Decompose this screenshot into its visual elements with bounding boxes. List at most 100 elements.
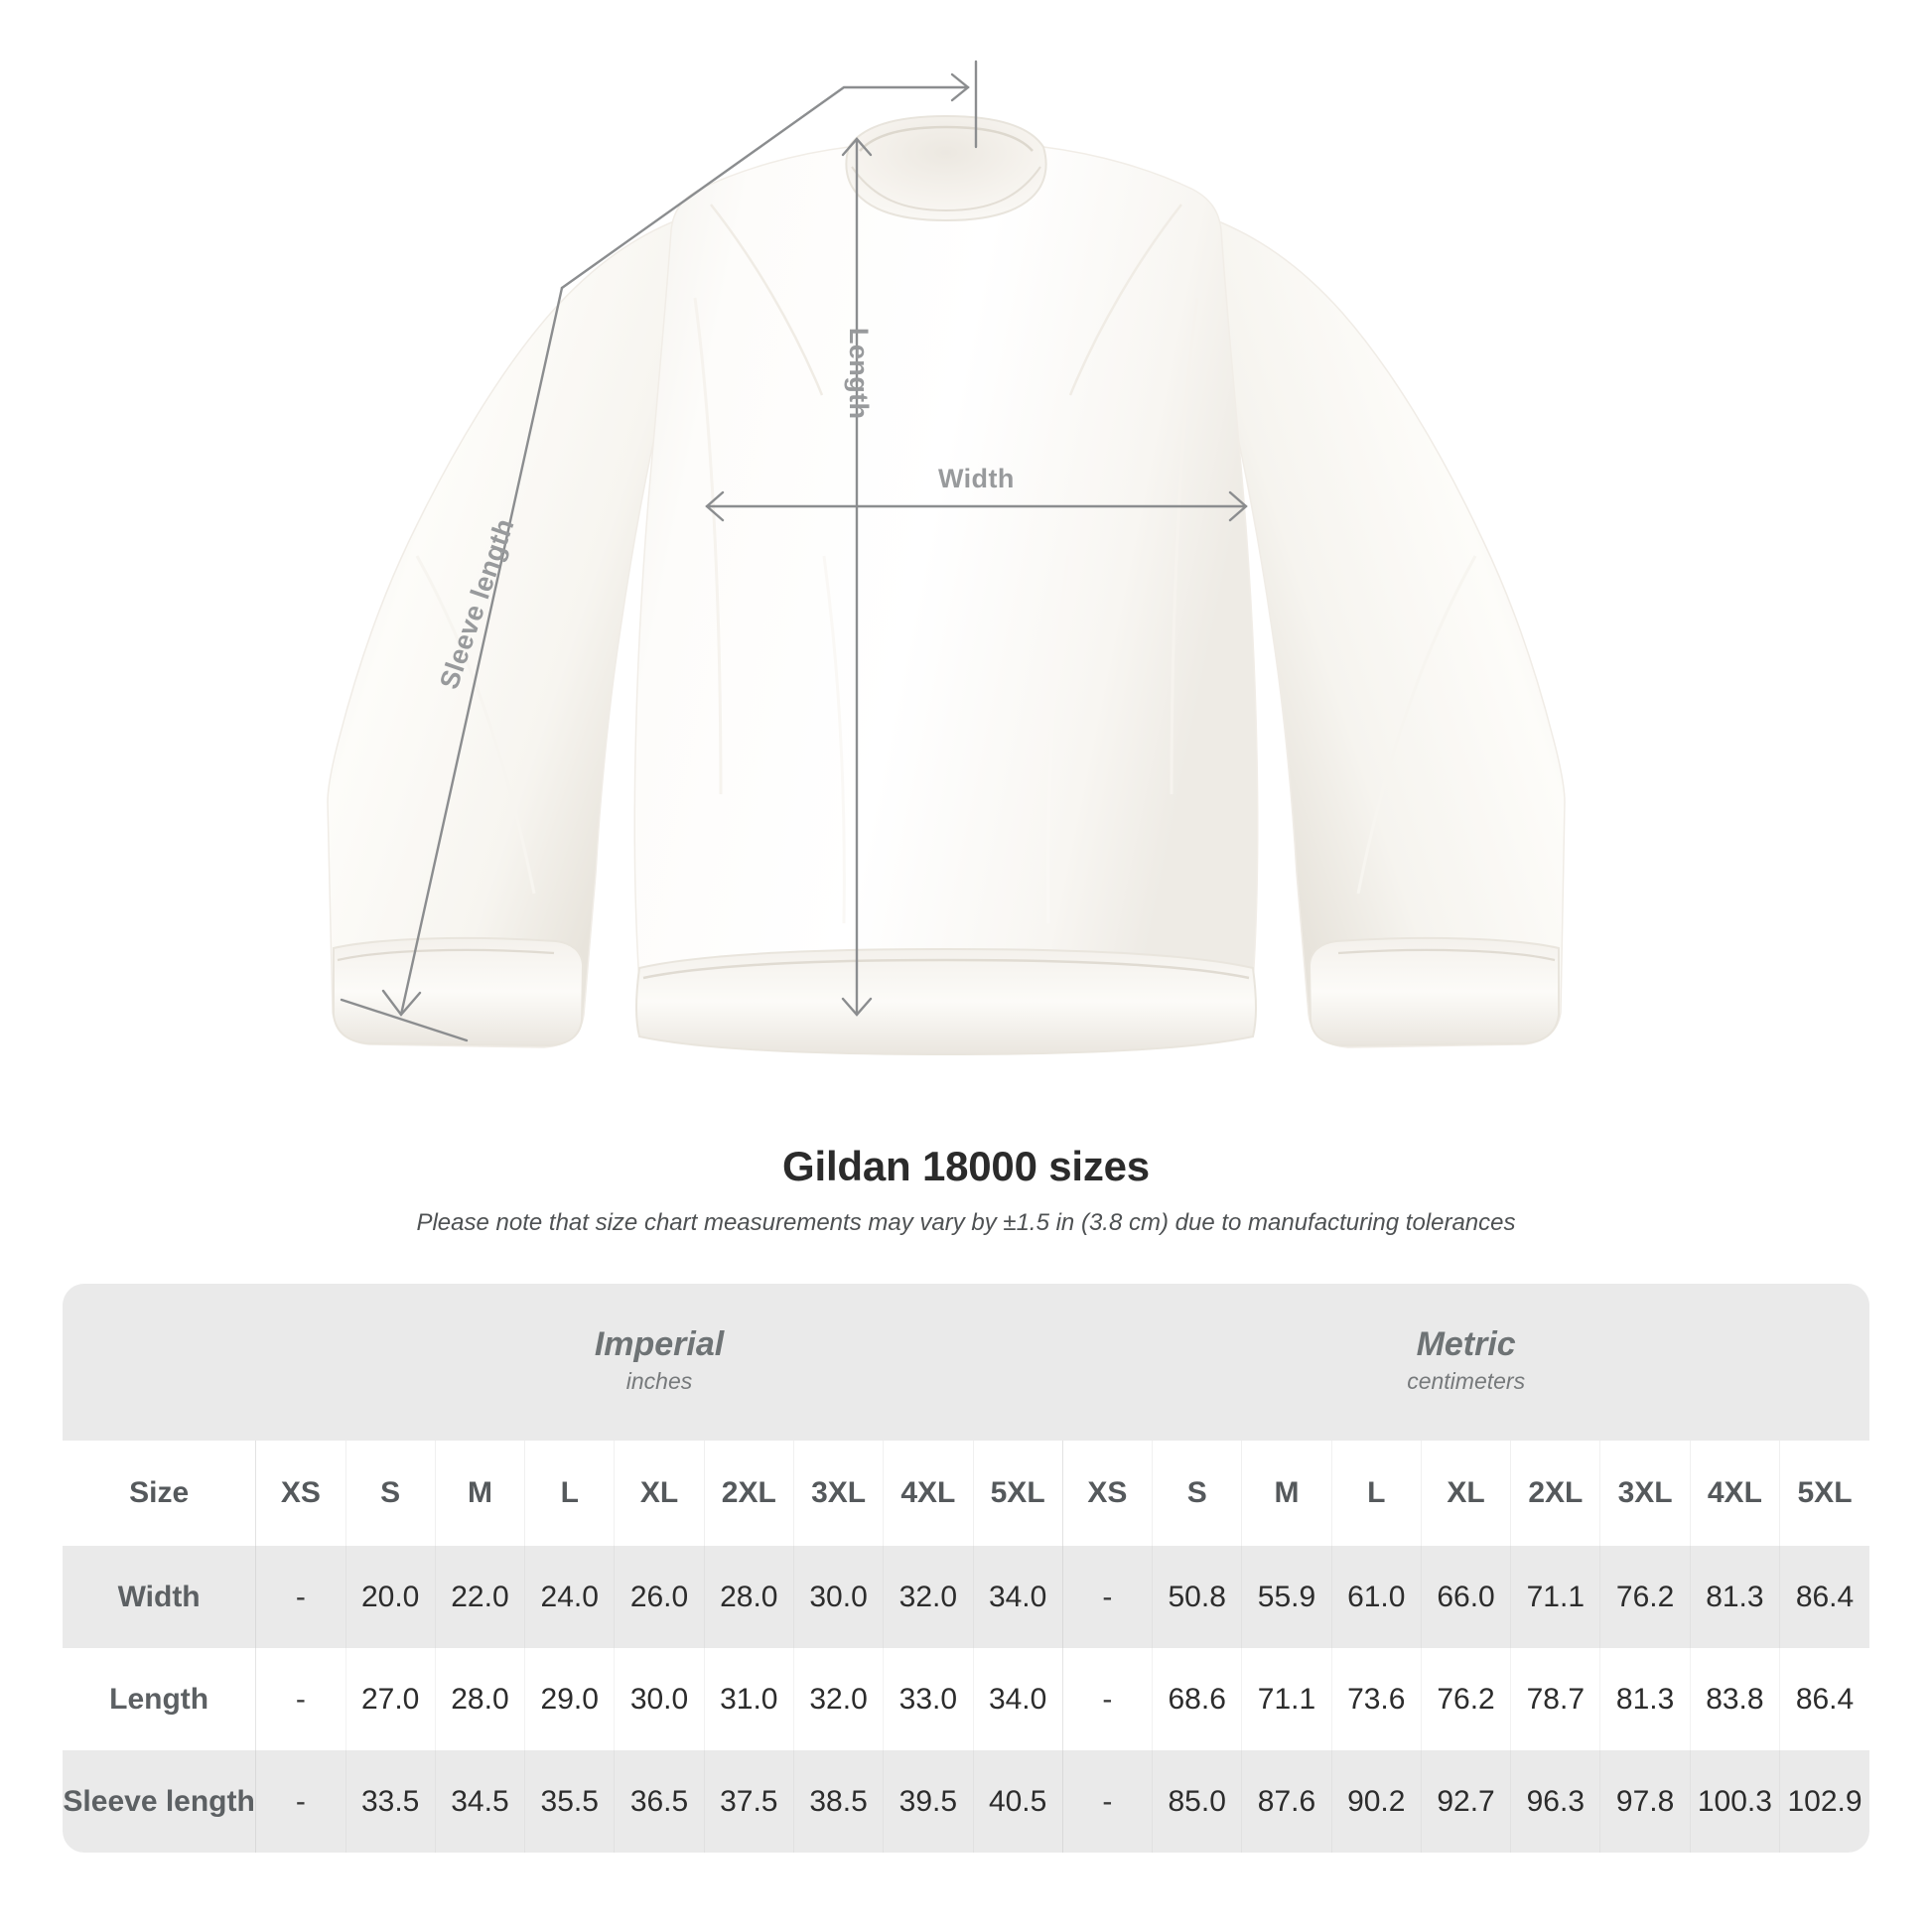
width-dimension-label: Width: [938, 464, 1015, 493]
table-row: Sleeve length -33.5 34.5 35.5 36.5 37.5 38.5 39…: [63, 1750, 1869, 1853]
sleeve-bottom-tick: [340, 998, 469, 1042]
cell-imperial-m: 34.5: [435, 1750, 525, 1853]
unit-group-imperial: Imperial inches: [255, 1284, 1063, 1441]
size-header-imperial-l: L: [524, 1441, 615, 1546]
unit-spacer-cell: [63, 1284, 256, 1441]
page-title: Gildan 18000 sizes: [782, 1143, 1150, 1189]
table-row: Width -20.0 22.0 24.0 26.0 28.0 30.0 32.0 34.0-5…: [63, 1546, 1869, 1648]
size-header-metric-3xl: 3XL: [1599, 1441, 1691, 1546]
length-dimension-label: Length: [844, 328, 874, 420]
cell-metric-m: 55.9: [1241, 1546, 1332, 1648]
size-chart-table: Imperial inches Metric centimeters Size X…: [63, 1284, 1869, 1853]
cell-metric-4xl: 83.8: [1689, 1648, 1780, 1750]
length-arrow-top: [841, 137, 873, 157]
cell-imperial-xs: -: [255, 1648, 346, 1750]
cell-metric-xl: 92.7: [1421, 1750, 1511, 1853]
cell-imperial-xl: 30.0: [614, 1648, 705, 1750]
cell-metric-3xl: 97.8: [1599, 1750, 1691, 1853]
size-header-imperial-m: M: [434, 1441, 525, 1546]
cell-metric-m: 87.6: [1241, 1750, 1332, 1853]
cell-imperial-2xl: 28.0: [704, 1546, 794, 1648]
sleeve-top-leader: [560, 85, 970, 290]
size-header-metric-5xl: 5XL: [1779, 1441, 1869, 1546]
unit-group-metric-sub: centimeters: [1407, 1368, 1526, 1395]
size-header-imperial-4xl: 4XL: [883, 1441, 973, 1546]
size-header-metric-xl: XL: [1420, 1441, 1511, 1546]
cell-metric-5xl: 86.4: [1779, 1648, 1869, 1750]
cell-metric-4xl: 100.3: [1690, 1750, 1780, 1853]
sleeve-arrow-top: [950, 72, 970, 102]
cell-imperial-4xl: 39.5: [883, 1750, 973, 1853]
row-label-length: Length: [63, 1648, 256, 1750]
cell-metric-s: 50.8: [1152, 1546, 1242, 1648]
cell-metric-5xl: 86.4: [1779, 1546, 1869, 1648]
cell-imperial-m: 22.0: [435, 1546, 525, 1648]
cell-imperial-s: 27.0: [345, 1648, 436, 1750]
size-header-metric-2xl: 2XL: [1510, 1441, 1600, 1546]
cell-imperial-5xl: 40.5: [973, 1750, 1063, 1853]
cell-metric-m: 71.1: [1241, 1648, 1332, 1750]
cell-metric-xl: 66.0: [1421, 1546, 1511, 1648]
row-label-width: Width: [63, 1546, 256, 1648]
size-header-metric-xs: XS: [1061, 1441, 1153, 1546]
cell-metric-l: 61.0: [1331, 1546, 1422, 1648]
length-arrow-bottom: [841, 997, 873, 1017]
unit-system-header-row: Imperial inches Metric centimeters: [63, 1284, 1869, 1441]
size-column-header: Size: [63, 1441, 256, 1546]
cell-metric-l: 90.2: [1331, 1750, 1422, 1853]
cell-metric-s: 85.0: [1152, 1750, 1242, 1853]
unit-group-metric: Metric centimeters: [1062, 1284, 1869, 1441]
size-header-imperial-s: S: [345, 1441, 436, 1546]
cell-imperial-3xl: 30.0: [793, 1546, 884, 1648]
size-header-metric-s: S: [1152, 1441, 1242, 1546]
row-label-sleeve-length: Sleeve length: [63, 1750, 256, 1853]
size-header-imperial-3xl: 3XL: [792, 1441, 884, 1546]
cell-imperial-s: 33.5: [345, 1750, 436, 1853]
size-header-imperial-xl: XL: [614, 1441, 705, 1546]
width-arrow-left: [705, 490, 725, 522]
cell-imperial-xl: 26.0: [614, 1546, 705, 1648]
table-row: Length -27.0 28.0 29.0 30.0 31.0 32.0 33.0 34.0-…: [63, 1648, 1869, 1750]
size-chart-table-container: Imperial inches Metric centimeters Size X…: [63, 1284, 1869, 1853]
cell-imperial-2xl: 37.5: [704, 1750, 794, 1853]
cell-imperial-l: 29.0: [524, 1648, 615, 1750]
cell-metric-2xl: 78.7: [1510, 1648, 1600, 1750]
width-arrow-right: [1228, 490, 1248, 522]
size-header-metric-4xl: 4XL: [1689, 1441, 1780, 1546]
cell-metric-5xl: 102.9: [1779, 1750, 1869, 1853]
unit-group-metric-name: Metric: [1416, 1325, 1516, 1364]
tolerance-note: Please note that size chart measurements…: [416, 1209, 1516, 1237]
unit-group-imperial-sub: inches: [625, 1368, 693, 1395]
cell-metric-s: 68.6: [1152, 1648, 1242, 1750]
cell-metric-xs: -: [1061, 1648, 1153, 1750]
size-header-metric-m: M: [1241, 1441, 1332, 1546]
cell-imperial-3xl: 32.0: [792, 1648, 884, 1750]
cell-metric-xl: 76.2: [1420, 1648, 1511, 1750]
size-header-row: Size XS S M L XL 2XL 3XL 4XL 5XL XS S M L XL 2XL 3XL 4XL 5…: [63, 1441, 1869, 1546]
cell-imperial-5xl: 34.0: [973, 1546, 1063, 1648]
size-header-imperial-xs: XS: [255, 1441, 346, 1546]
cell-imperial-3xl: 38.5: [793, 1750, 884, 1853]
cell-imperial-l: 24.0: [524, 1546, 615, 1648]
cell-imperial-2xl: 31.0: [703, 1648, 794, 1750]
sleeve-arrow-bottom: [381, 989, 422, 1017]
cell-imperial-xl: 36.5: [614, 1750, 705, 1853]
size-header-imperial-5xl: 5XL: [972, 1441, 1063, 1546]
cell-imperial-l: 35.5: [524, 1750, 615, 1853]
cell-metric-3xl: 81.3: [1599, 1648, 1691, 1750]
unit-group-imperial-name: Imperial: [594, 1325, 725, 1364]
cell-imperial-5xl: 34.0: [972, 1648, 1063, 1750]
measurement-annotations: [340, 60, 1248, 1042]
title-block: Gildan 18000 sizes Please note that size…: [0, 1142, 1932, 1239]
cell-imperial-xs: -: [255, 1546, 346, 1648]
cell-imperial-4xl: 32.0: [883, 1546, 973, 1648]
cell-metric-4xl: 81.3: [1690, 1546, 1780, 1648]
cell-imperial-m: 28.0: [434, 1648, 525, 1750]
cell-metric-2xl: 71.1: [1510, 1546, 1600, 1648]
cell-metric-l: 73.6: [1330, 1648, 1422, 1750]
size-header-metric-l: L: [1330, 1441, 1422, 1546]
measurement-rows: Width -20.0 22.0 24.0 26.0 28.0 30.0 32.0 34.0-5…: [63, 1546, 1869, 1853]
cell-metric-xs: -: [1061, 1750, 1153, 1853]
sweatshirt-illustration: [327, 114, 1566, 1056]
cell-imperial-xs: -: [255, 1750, 346, 1853]
